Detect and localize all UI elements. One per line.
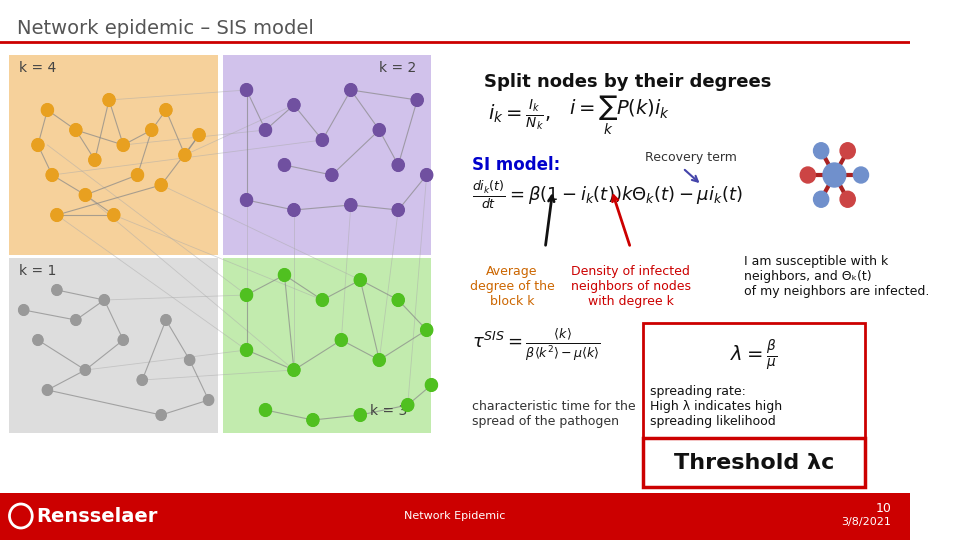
Circle shape bbox=[100, 295, 109, 305]
Circle shape bbox=[288, 364, 300, 376]
Circle shape bbox=[46, 169, 58, 181]
FancyBboxPatch shape bbox=[643, 438, 865, 487]
Circle shape bbox=[840, 143, 855, 159]
Text: 10: 10 bbox=[876, 502, 891, 515]
Circle shape bbox=[801, 167, 815, 183]
FancyBboxPatch shape bbox=[643, 323, 865, 447]
Circle shape bbox=[840, 191, 855, 207]
Circle shape bbox=[137, 375, 147, 385]
Circle shape bbox=[336, 334, 347, 346]
Text: characteristic time for the
spread of the pathogen: characteristic time for the spread of th… bbox=[472, 400, 636, 428]
Circle shape bbox=[402, 399, 414, 411]
Circle shape bbox=[241, 194, 252, 206]
Circle shape bbox=[393, 294, 404, 306]
Circle shape bbox=[421, 324, 432, 336]
Text: Network Epidemic: Network Epidemic bbox=[404, 511, 506, 521]
Circle shape bbox=[81, 365, 90, 375]
Text: $\tau^{SIS} = \frac{\langle k \rangle}{\beta\langle k^2 \rangle - \mu\langle k \: $\tau^{SIS} = \frac{\langle k \rangle}{\… bbox=[472, 327, 601, 363]
Text: I am susceptible with k
neighbors, and Θₖ(t)
of my neighbors are infected.: I am susceptible with k neighbors, and Θ… bbox=[744, 255, 929, 298]
Text: Rensselaer: Rensselaer bbox=[36, 507, 157, 525]
Bar bbox=[223, 55, 431, 255]
Circle shape bbox=[41, 104, 53, 116]
Bar bbox=[223, 258, 431, 433]
Circle shape bbox=[346, 199, 356, 211]
Circle shape bbox=[34, 335, 42, 345]
Circle shape bbox=[853, 167, 869, 183]
Circle shape bbox=[161, 315, 171, 325]
Circle shape bbox=[156, 179, 167, 191]
Circle shape bbox=[51, 209, 62, 221]
Text: Average
degree of the
block k: Average degree of the block k bbox=[469, 265, 554, 308]
Text: spreading rate:
High λ indicates high
spreading likelihood: spreading rate: High λ indicates high sp… bbox=[650, 385, 781, 428]
Bar bbox=[10, 258, 218, 433]
Circle shape bbox=[412, 94, 423, 106]
Circle shape bbox=[104, 94, 115, 106]
Circle shape bbox=[117, 139, 129, 151]
Text: Threshold λc: Threshold λc bbox=[674, 453, 834, 473]
Text: $\frac{di_k(t)}{dt} = \beta(1-i_k(t))k\Theta_k(t) - \mu i_k(t)$: $\frac{di_k(t)}{dt} = \beta(1-i_k(t))k\T… bbox=[472, 179, 743, 211]
Circle shape bbox=[278, 159, 290, 171]
Circle shape bbox=[180, 149, 191, 161]
Circle shape bbox=[118, 335, 128, 345]
Text: Density of infected
neighbors of nodes
with degree k: Density of infected neighbors of nodes w… bbox=[570, 265, 690, 308]
Text: Network epidemic – SIS model: Network epidemic – SIS model bbox=[17, 18, 314, 37]
Circle shape bbox=[373, 124, 385, 136]
Bar bbox=[10, 55, 218, 255]
Text: 3/8/2021: 3/8/2021 bbox=[841, 517, 891, 527]
Circle shape bbox=[204, 395, 213, 405]
Circle shape bbox=[241, 289, 252, 301]
Circle shape bbox=[373, 354, 385, 366]
Circle shape bbox=[317, 294, 328, 306]
Circle shape bbox=[132, 169, 143, 181]
Circle shape bbox=[278, 269, 290, 281]
Circle shape bbox=[260, 404, 271, 416]
Circle shape bbox=[260, 124, 271, 136]
Text: $i = \sum_k P(k) i_k$: $i = \sum_k P(k) i_k$ bbox=[569, 93, 670, 137]
Circle shape bbox=[108, 209, 119, 221]
Circle shape bbox=[241, 344, 252, 356]
Circle shape bbox=[346, 84, 356, 96]
Circle shape bbox=[326, 169, 338, 181]
Circle shape bbox=[823, 163, 846, 187]
Text: k = 4: k = 4 bbox=[19, 61, 57, 75]
Circle shape bbox=[70, 124, 82, 136]
Text: k = 2: k = 2 bbox=[379, 61, 417, 75]
Circle shape bbox=[393, 204, 404, 216]
Circle shape bbox=[288, 99, 300, 111]
Circle shape bbox=[393, 159, 404, 171]
Text: Recovery term: Recovery term bbox=[645, 152, 736, 165]
Circle shape bbox=[241, 84, 252, 96]
Circle shape bbox=[160, 104, 172, 116]
Circle shape bbox=[425, 379, 437, 391]
Circle shape bbox=[813, 191, 828, 207]
Circle shape bbox=[421, 169, 432, 181]
Circle shape bbox=[89, 154, 101, 166]
Bar bbox=[0, 493, 910, 540]
Circle shape bbox=[354, 274, 366, 286]
Circle shape bbox=[288, 204, 300, 216]
Circle shape bbox=[52, 285, 61, 295]
Circle shape bbox=[156, 410, 166, 420]
Circle shape bbox=[19, 305, 29, 315]
Circle shape bbox=[146, 124, 157, 136]
Circle shape bbox=[317, 134, 328, 146]
Text: k = 3: k = 3 bbox=[370, 404, 407, 418]
Circle shape bbox=[42, 385, 52, 395]
Text: SI model:: SI model: bbox=[472, 156, 561, 174]
Circle shape bbox=[33, 139, 43, 151]
Text: k = 1: k = 1 bbox=[19, 264, 57, 278]
Circle shape bbox=[80, 189, 91, 201]
Circle shape bbox=[185, 355, 194, 365]
Text: $\lambda = \frac{\beta}{\mu}$: $\lambda = \frac{\beta}{\mu}$ bbox=[731, 338, 778, 373]
Circle shape bbox=[307, 414, 319, 426]
Text: $i_k = \frac{I_k}{N_k},$: $i_k = \frac{I_k}{N_k},$ bbox=[489, 98, 551, 132]
Circle shape bbox=[813, 143, 828, 159]
Circle shape bbox=[71, 315, 81, 325]
Circle shape bbox=[193, 129, 204, 141]
Circle shape bbox=[354, 409, 366, 421]
Text: Split nodes by their degrees: Split nodes by their degrees bbox=[484, 73, 771, 91]
